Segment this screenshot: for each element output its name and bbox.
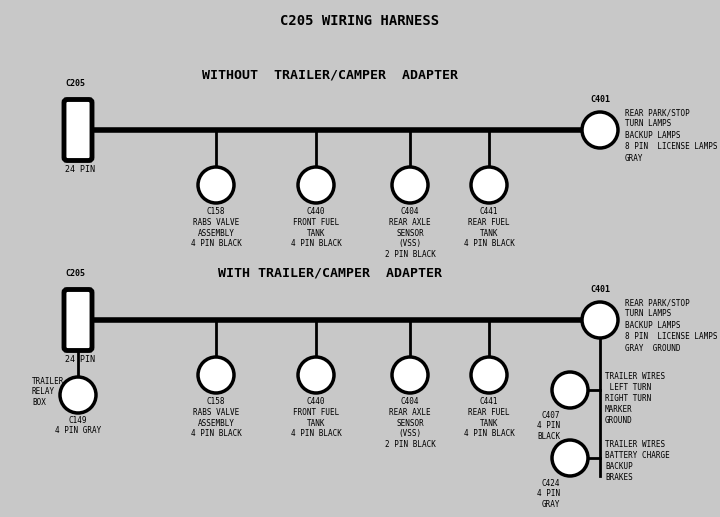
Circle shape: [298, 357, 334, 393]
Text: C404
REAR AXLE
SENSOR
(VSS)
2 PIN BLACK: C404 REAR AXLE SENSOR (VSS) 2 PIN BLACK: [384, 397, 436, 449]
Circle shape: [471, 167, 507, 203]
FancyBboxPatch shape: [64, 99, 92, 160]
Text: C441
REAR FUEL
TANK
4 PIN BLACK: C441 REAR FUEL TANK 4 PIN BLACK: [464, 397, 514, 438]
FancyBboxPatch shape: [64, 290, 92, 351]
Text: REAR PARK/STOP
TURN LAMPS
BACKUP LAMPS
8 PIN  LICENSE LAMPS
GRAY: REAR PARK/STOP TURN LAMPS BACKUP LAMPS 8…: [625, 108, 718, 163]
Circle shape: [392, 167, 428, 203]
Text: C440
FRONT FUEL
TANK
4 PIN BLACK: C440 FRONT FUEL TANK 4 PIN BLACK: [291, 207, 341, 248]
Text: WITHOUT  TRAILER/CAMPER  ADAPTER: WITHOUT TRAILER/CAMPER ADAPTER: [202, 68, 458, 81]
Circle shape: [552, 440, 588, 476]
Text: C440
FRONT FUEL
TANK
4 PIN BLACK: C440 FRONT FUEL TANK 4 PIN BLACK: [291, 397, 341, 438]
Text: C205 WIRING HARNESS: C205 WIRING HARNESS: [280, 14, 440, 28]
Text: C404
REAR AXLE
SENSOR
(VSS)
2 PIN BLACK: C404 REAR AXLE SENSOR (VSS) 2 PIN BLACK: [384, 207, 436, 259]
Text: C158
RABS VALVE
ASSEMBLY
4 PIN BLACK: C158 RABS VALVE ASSEMBLY 4 PIN BLACK: [191, 207, 241, 248]
Text: C158
RABS VALVE
ASSEMBLY
4 PIN BLACK: C158 RABS VALVE ASSEMBLY 4 PIN BLACK: [191, 397, 241, 438]
Circle shape: [198, 357, 234, 393]
Text: C407
4 PIN
BLACK: C407 4 PIN BLACK: [537, 411, 560, 441]
Circle shape: [198, 167, 234, 203]
Circle shape: [552, 372, 588, 408]
Text: C205: C205: [65, 269, 85, 278]
Text: REAR PARK/STOP
TURN LAMPS
BACKUP LAMPS
8 PIN  LICENSE LAMPS
GRAY  GROUND: REAR PARK/STOP TURN LAMPS BACKUP LAMPS 8…: [625, 298, 718, 353]
Circle shape: [582, 112, 618, 148]
Text: C424
4 PIN
GRAY: C424 4 PIN GRAY: [537, 479, 560, 509]
Text: C205: C205: [65, 79, 85, 88]
Circle shape: [471, 357, 507, 393]
Text: C441
REAR FUEL
TANK
4 PIN BLACK: C441 REAR FUEL TANK 4 PIN BLACK: [464, 207, 514, 248]
Text: 24 PIN: 24 PIN: [65, 165, 95, 174]
Text: C149
4 PIN GRAY: C149 4 PIN GRAY: [55, 416, 101, 435]
Text: C401: C401: [590, 95, 610, 104]
Text: 24 PIN: 24 PIN: [65, 355, 95, 364]
Text: WITH TRAILER/CAMPER  ADAPTER: WITH TRAILER/CAMPER ADAPTER: [218, 267, 442, 280]
Circle shape: [298, 167, 334, 203]
Text: TRAILER WIRES
 LEFT TURN
RIGHT TURN
MARKER
GROUND: TRAILER WIRES LEFT TURN RIGHT TURN MARKE…: [605, 372, 665, 425]
Text: TRAILER
RELAY
BOX: TRAILER RELAY BOX: [32, 377, 64, 407]
Circle shape: [392, 357, 428, 393]
Text: TRAILER WIRES
BATTERY CHARGE
BACKUP
BRAKES: TRAILER WIRES BATTERY CHARGE BACKUP BRAK…: [605, 440, 670, 482]
Circle shape: [582, 302, 618, 338]
Circle shape: [60, 377, 96, 413]
Text: C401: C401: [590, 285, 610, 294]
